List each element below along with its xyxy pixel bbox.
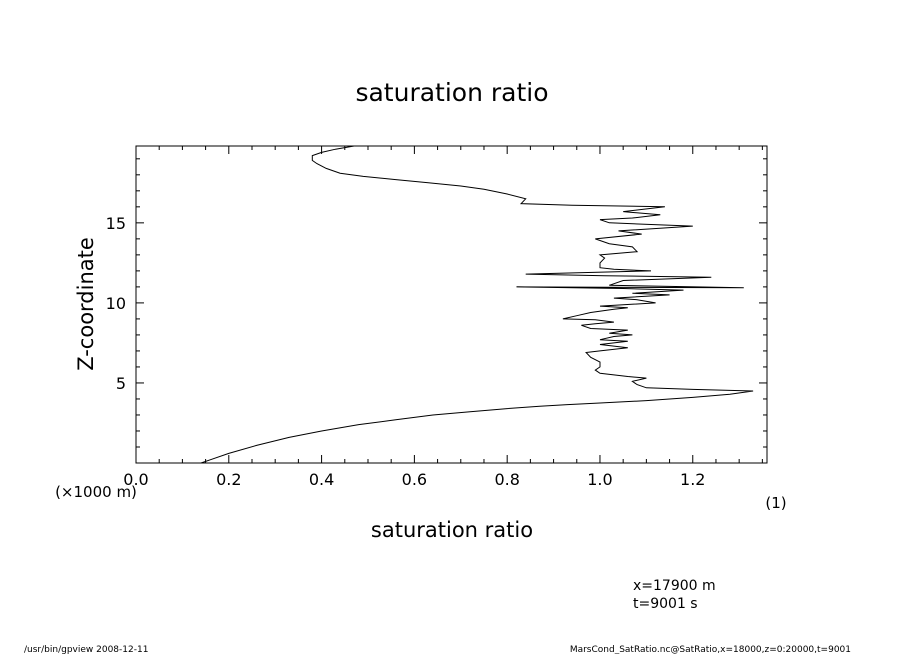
y-tick-label: 5: [116, 374, 126, 393]
y-axis-label: Z-coordinate: [74, 237, 98, 371]
x-tick-label: 0.8: [494, 470, 519, 489]
x-tick-labels: 0.0 0.2 0.4 0.6 0.8 1.0 1.2: [123, 470, 705, 489]
x-coordinate-readout: x=17900 m: [633, 578, 716, 594]
y-tick-label: 10: [106, 294, 126, 313]
x-tick-label: 0.2: [216, 470, 241, 489]
footer-right: MarsCond_SatRatio.nc@SatRatio,x=18000,z=…: [570, 645, 851, 654]
footer-left: /usr/bin/gpview 2008-12-11: [24, 645, 148, 654]
x-units-label: (1): [765, 494, 786, 512]
x-tick-label: 0.6: [402, 470, 427, 489]
x-tick-label: 1.0: [587, 470, 612, 489]
x-tick-label: 0.4: [309, 470, 334, 489]
chart-title: saturation ratio: [355, 78, 548, 107]
x-tick-label: 1.2: [680, 470, 705, 489]
axis-ticks: [135, 146, 767, 463]
plot-frame: [135, 145, 768, 464]
y-tick-labels: 5 10 15: [106, 214, 126, 393]
time-readout: t=9001 s: [633, 596, 698, 612]
y-units-label: (×1000 m): [55, 483, 137, 501]
x-axis-label: saturation ratio: [371, 518, 533, 542]
y-tick-label: 15: [106, 214, 126, 233]
x-tick-label: 0.0: [123, 470, 148, 489]
series-line: [200, 145, 754, 464]
series-group: [200, 145, 754, 464]
